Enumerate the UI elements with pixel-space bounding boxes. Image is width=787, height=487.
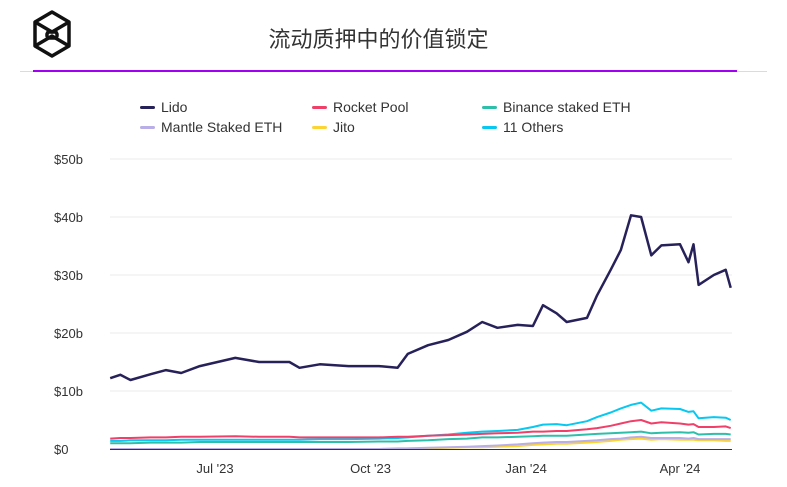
legend-swatch (140, 105, 155, 109)
legend-label: 11 Others (503, 119, 564, 135)
series-line-lido (109, 214, 732, 382)
legend-swatch (312, 105, 327, 109)
legend-item[interactable]: Mantle Staked ETH (140, 119, 282, 135)
x-tick-label: Oct '23 (350, 461, 391, 476)
cube-logo-icon (33, 10, 71, 58)
legend-swatch (482, 125, 497, 129)
legend-item[interactable]: Rocket Pool (312, 99, 408, 115)
x-tick-label: Jul '23 (196, 461, 233, 476)
legend-item[interactable]: Binance staked ETH (482, 99, 631, 115)
y-tick-label: $0 (54, 442, 68, 457)
legend-swatch (140, 125, 155, 129)
series-line-rocket-pool (110, 419, 732, 440)
series-line-binance-staked-eth (110, 430, 731, 445)
x-tick-label: Apr '24 (660, 461, 701, 476)
y-tick-label: $50b (54, 152, 83, 167)
y-tick-label: $10b (54, 384, 83, 399)
accent-divider (33, 70, 737, 72)
legend-item[interactable]: Jito (312, 119, 355, 135)
legend-item[interactable]: 11 Others (482, 119, 563, 135)
legend-label: Rocket Pool (333, 99, 409, 115)
legend-label: Binance staked ETH (503, 99, 631, 115)
y-tick-label: $40b (54, 210, 83, 225)
series-line-11-others (110, 401, 732, 442)
legend-label: Jito (333, 119, 355, 135)
legend-item[interactable]: Lido (140, 99, 187, 115)
page-title: 流动质押中的价值锁定 (268, 27, 489, 52)
legend-label: Lido (161, 99, 188, 115)
y-tick-label: $20b (54, 326, 83, 341)
x-tick-label: Jan '24 (505, 461, 547, 476)
legend-swatch (482, 105, 497, 109)
legend-swatch (312, 125, 327, 129)
legend-label: Mantle Staked ETH (161, 119, 283, 135)
y-tick-label: $30b (54, 268, 83, 283)
